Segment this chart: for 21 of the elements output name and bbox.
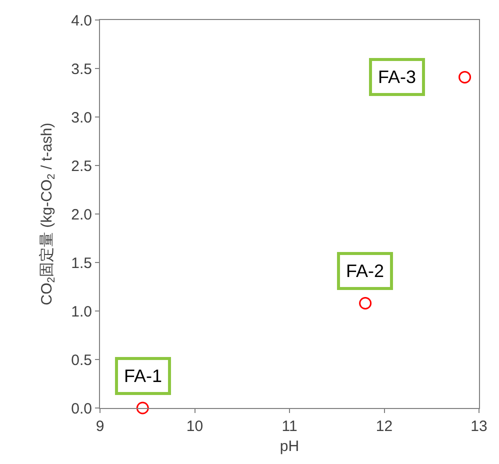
point bbox=[458, 70, 472, 84]
annotation: FA-1 bbox=[124, 366, 162, 386]
y-tick-label: 2.0 bbox=[71, 206, 92, 224]
y-tick-label: 1.0 bbox=[71, 303, 92, 320]
y-tick-label: 2.5 bbox=[71, 158, 92, 175]
y-tick-label: 0.0 bbox=[71, 400, 92, 418]
x-tick-label: 13 bbox=[470, 418, 488, 435]
point bbox=[136, 402, 149, 414]
x-axis-title: pH bbox=[280, 438, 300, 455]
x-tick-label: 11 bbox=[282, 418, 298, 435]
y-tick-label: 4.0 bbox=[71, 12, 92, 30]
point bbox=[359, 296, 372, 310]
x-tick-label: 9 bbox=[96, 418, 104, 435]
y-tick-label: 1.5 bbox=[71, 254, 92, 272]
x-tick-label: 12 bbox=[376, 418, 393, 435]
annotation: FA-2 bbox=[346, 261, 384, 281]
x-tick-label: 10 bbox=[186, 418, 204, 435]
y-tick-label: 0.5 bbox=[71, 352, 92, 369]
y-tick-label: 3.5 bbox=[71, 60, 92, 78]
annotation: FA-3 bbox=[378, 67, 416, 87]
y-tick-label: 3.0 bbox=[71, 109, 92, 126]
